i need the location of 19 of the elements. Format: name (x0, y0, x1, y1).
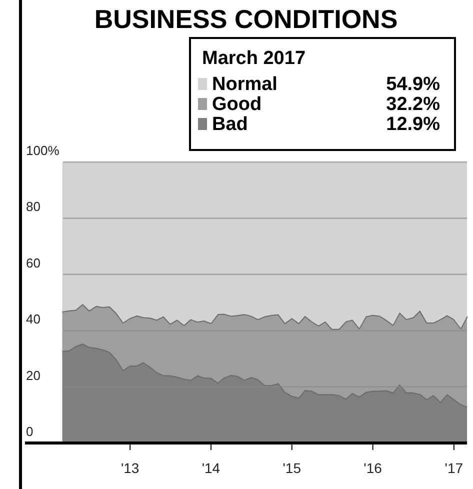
legend-label: Bad (212, 114, 248, 135)
y-tick-label: 20 (26, 368, 40, 383)
y-tick-label: 0 (26, 424, 34, 439)
y-tick-label: 80 (26, 199, 40, 214)
y-tick-label: 100% (26, 143, 60, 158)
x-tick-label: '13 (120, 460, 140, 476)
x-tick-label: '16 (364, 460, 382, 476)
y-tick-label: 60 (26, 255, 40, 270)
y-tick-label: 40 (26, 312, 40, 327)
legend-label: Good (212, 94, 262, 115)
legend-label: Normal (212, 74, 278, 95)
text: 54.9% (386, 74, 440, 95)
legend-title: March 2017 (202, 48, 306, 69)
x-tick-label: '15 (282, 460, 302, 476)
x-tick-label: '17 (444, 460, 464, 476)
chart-title: BUSINESS CONDITIONS (94, 4, 398, 34)
text: 32.2% (386, 94, 440, 115)
x-tick-label: '14 (202, 460, 220, 476)
text: 12.9% (386, 114, 440, 135)
